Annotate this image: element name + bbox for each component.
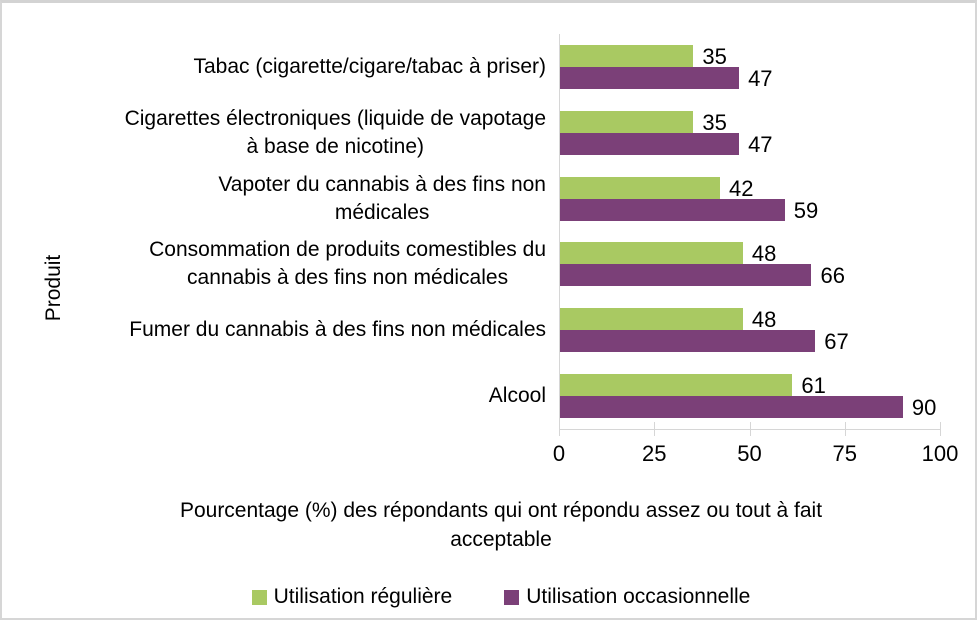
legend-swatch-icon [251,589,267,605]
legend-label: Utilisation occasionnelle [526,585,751,608]
legend-item: Utilisation régulière [251,585,453,609]
bar [560,110,694,133]
x-axis-title: Pourcentage (%) des répondants qui ont r… [179,499,823,551]
bar [560,264,812,287]
bar [560,330,816,353]
value-label: 35 [702,109,727,135]
category-label: Fumer du cannabis à des fins non médical… [129,318,546,342]
value-label: 35 [702,43,727,69]
category-label: Alcool [488,384,546,408]
bar [560,308,743,331]
legend: Utilisation régulière Utilisation occasio… [62,585,940,609]
value-label: 66 [820,263,845,289]
bar-chart: Produit Tabac (cigarette/cigare/tabac à … [2,3,975,618]
value-label: 90 [911,395,937,421]
bar [560,66,740,89]
value-label: 61 [801,373,826,399]
tick-label: 0 [552,441,566,466]
bar [560,176,721,199]
value-label: 47 [748,65,773,91]
category-label: Vapoter du cannabis à des fins non médic… [218,172,546,224]
legend-item: Utilisation occasionnelle [504,585,750,609]
tick-label: 50 [737,441,762,466]
legend-label: Utilisation régulière [273,585,453,608]
bar [560,198,785,221]
tick-mark [844,422,846,436]
y-axis-title: Produit [42,254,65,322]
tick-label: 75 [832,441,857,466]
category-label: Tabac (cigarette/cigare/tabac à priser) [193,54,547,78]
tick-mark [559,422,560,436]
value-label: 67 [824,329,849,355]
y-axis-line [559,34,560,436]
bar [560,132,740,155]
value-label: 59 [793,197,819,223]
tick-mark [749,422,751,436]
bar [560,242,743,265]
value-label: 47 [748,131,773,157]
value-label: 42 [729,175,754,201]
tick-label: 100 [921,441,959,466]
category-label: Cigarettes électroniques (liquide de vap… [124,106,546,158]
legend-swatch-icon [504,589,520,605]
bar [560,396,903,419]
value-label: 48 [751,307,777,333]
category-label: Consommation de produits comestibles du … [149,238,546,290]
bar [560,44,694,67]
value-label: 48 [751,241,777,267]
tick-mark [654,422,656,436]
tick-label: 25 [642,441,667,466]
bar [560,374,793,397]
tick-mark [940,422,941,436]
